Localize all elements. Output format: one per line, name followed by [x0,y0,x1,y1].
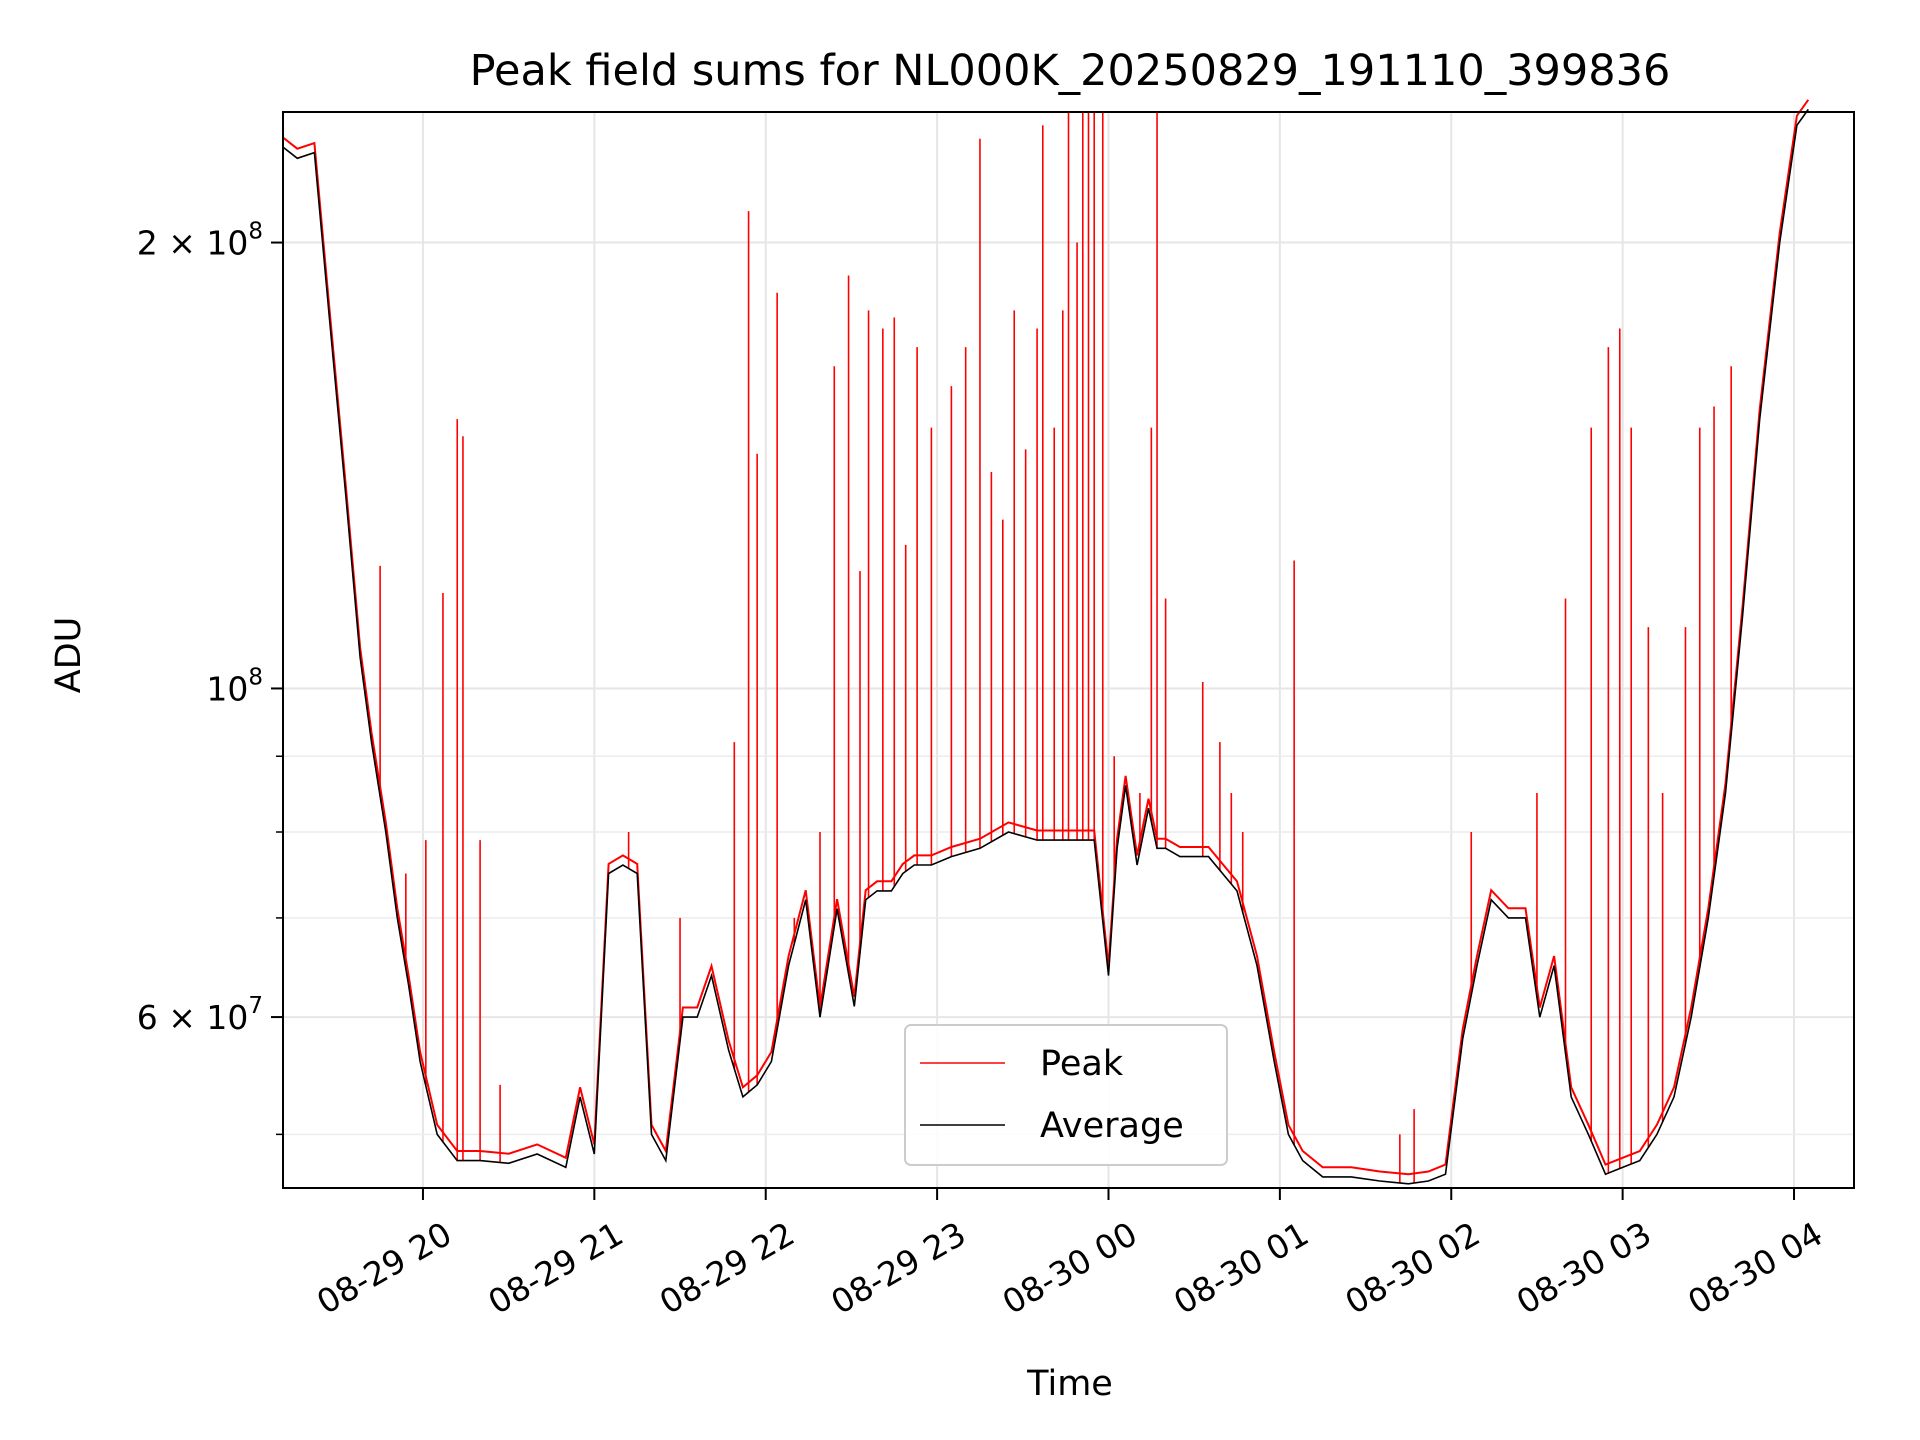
x-tick-label: 08-29 23 [824,1214,972,1322]
y-tick-label: 6 × 107 [137,993,263,1037]
chart-title: Peak field sums for NL000K_20250829_1911… [470,46,1671,96]
peak-series [282,99,1810,1184]
y-tick-label: 108 [206,664,263,708]
y-tick-label: 2 × 108 [137,219,263,263]
average-series [282,108,1809,1185]
legend: Peak Average [904,1024,1228,1166]
peak-line [282,99,1810,1176]
x-tick-label: 08-29 20 [310,1214,458,1322]
y-axis-label: ADU [49,617,89,694]
average-line [282,108,1809,1185]
plot-frame [282,111,1855,1189]
legend-average-label: Average [1040,1106,1184,1146]
x-axis-label: Time [1026,1364,1113,1404]
legend-peak-label: Peak [1040,1044,1124,1084]
x-tick-label: 08-30 00 [996,1214,1144,1322]
x-tick-label: 08-30 01 [1167,1214,1315,1322]
x-tick-label: 08-29 21 [482,1214,630,1322]
x-tick-label: 08-29 22 [653,1214,801,1322]
y-axis-ticks: 2 × 108 108 6 × 107 [137,219,283,1136]
x-tick-label: 08-30 03 [1510,1214,1658,1322]
x-tick-label: 08-30 02 [1338,1214,1486,1322]
legend-box [904,1024,1228,1166]
x-axis-ticks: 08-29 20 08-29 21 08-29 22 08-29 23 08-30 00… [310,1188,1829,1322]
x-tick-label: 08-30 04 [1681,1214,1829,1322]
